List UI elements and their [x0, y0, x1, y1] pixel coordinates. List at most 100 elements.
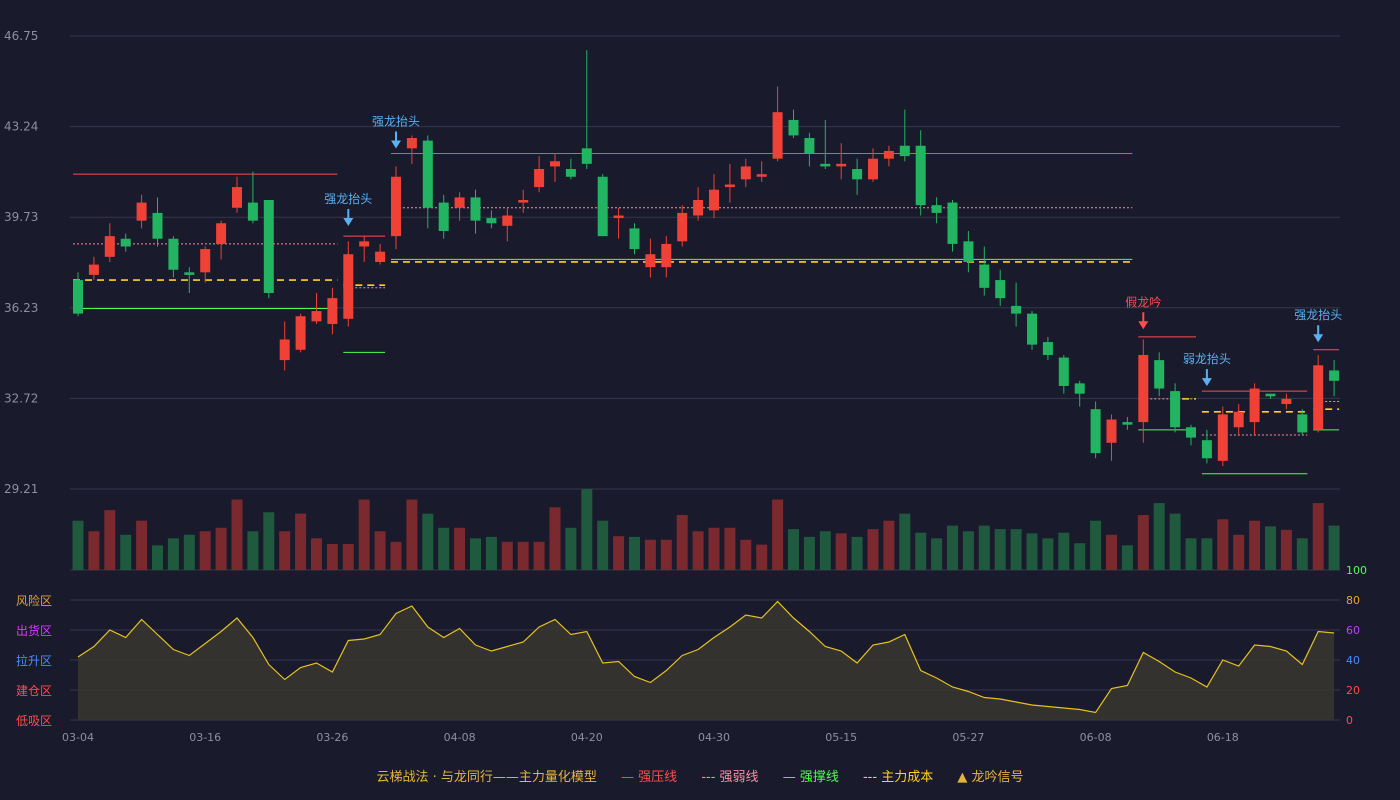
signal-arrow-head	[343, 217, 354, 226]
volume-bar	[835, 533, 847, 570]
candle-body	[359, 241, 370, 247]
candle-body	[1265, 393, 1276, 397]
volume-bar	[772, 499, 784, 570]
volume-bar	[104, 510, 116, 570]
candle-body	[1011, 305, 1022, 314]
volume-bar	[1137, 515, 1149, 570]
volume-bar	[326, 543, 338, 570]
volume-bar	[994, 529, 1006, 570]
volume-bar	[342, 543, 354, 570]
candle-body	[804, 138, 815, 154]
signal-arrow-head	[1313, 334, 1324, 343]
volume-bar	[565, 527, 577, 570]
volume-bar	[485, 536, 497, 570]
candle-body	[1106, 419, 1117, 443]
volume-bar	[438, 527, 450, 570]
candle-body	[1042, 342, 1053, 355]
x-tick-label: 04-30	[698, 731, 730, 744]
volume-bar	[883, 520, 895, 570]
osc-axis-label: 0	[1346, 714, 1353, 727]
candle-body	[73, 280, 83, 314]
candle-body	[979, 264, 990, 288]
volume-bar	[120, 534, 132, 570]
x-tick-label: 03-26	[316, 731, 348, 744]
volume-bar	[406, 499, 418, 570]
candle-body	[1074, 383, 1085, 394]
candle-body	[486, 218, 497, 224]
candle-body	[88, 264, 99, 275]
osc-zone-label: 建仓区	[16, 684, 52, 698]
volume-bar	[1121, 545, 1133, 570]
x-tick-label: 06-18	[1207, 731, 1239, 744]
candle-body	[931, 205, 942, 213]
candle-body	[438, 202, 449, 231]
candle-body	[1297, 414, 1308, 433]
candle-body	[677, 212, 688, 242]
volume-bar	[517, 541, 529, 570]
volume-bar	[803, 536, 815, 570]
candle-body	[597, 176, 608, 237]
candle-body	[995, 280, 1006, 299]
price-tick-label: 39.73	[4, 210, 38, 224]
volume-bar	[1328, 525, 1340, 570]
volume-bar	[295, 513, 307, 570]
volume-bar	[851, 536, 863, 570]
candle-body	[947, 202, 958, 244]
candle-body	[963, 241, 974, 262]
candle-body	[1138, 354, 1149, 423]
legend-cost: --- 主力成本	[862, 770, 934, 785]
volume-bar	[422, 513, 434, 570]
volume-bar	[533, 541, 545, 570]
volume-bar	[1249, 520, 1261, 570]
candle-body	[518, 199, 529, 203]
price-tick-label: 29.21	[4, 482, 38, 496]
candle-body	[311, 311, 322, 322]
candle-body	[184, 272, 195, 275]
volume-bar	[501, 541, 513, 570]
volume-bar	[183, 534, 195, 570]
volume-bar	[199, 531, 211, 570]
volume-bar	[215, 527, 227, 570]
signal-arrow-head	[1201, 378, 1212, 387]
volume-bar	[390, 541, 402, 570]
candle-body	[1217, 414, 1228, 461]
signal-label: 弱龙抬头	[1183, 352, 1231, 366]
volume-bar	[899, 513, 911, 570]
volume-bar	[692, 531, 704, 570]
candle-body	[406, 138, 417, 149]
candle-body	[136, 202, 147, 221]
candle-body	[152, 212, 163, 239]
candle-body	[422, 140, 433, 208]
candle-body	[1249, 388, 1260, 423]
candle-body	[693, 199, 704, 216]
candle-body	[168, 238, 179, 270]
volume-bar	[231, 499, 243, 570]
volume-bar	[962, 531, 974, 570]
legend-weak: --- 强弱线	[701, 770, 759, 785]
candle-body	[295, 316, 306, 350]
volume-bar	[454, 527, 466, 570]
candle-body	[502, 215, 513, 226]
signal-label: 假龙吟	[1125, 294, 1161, 309]
legend: 云梯战法 · 与龙同行——主力量化模型 — 强压线 --- 强弱线 — 强撑线 …	[0, 766, 1400, 785]
candle-body	[1329, 370, 1340, 381]
candle-body	[868, 158, 878, 180]
candle-body	[534, 169, 545, 188]
volume-bar	[1280, 529, 1292, 570]
volume-bar	[247, 531, 259, 570]
signal-label: 强龙抬头	[1294, 308, 1342, 322]
candle-body	[852, 169, 863, 180]
x-tick-label: 03-04	[62, 731, 94, 744]
candle-body	[200, 249, 211, 273]
volume-bar	[1217, 519, 1229, 570]
volume-bar	[263, 512, 275, 570]
candle-body	[883, 150, 894, 159]
candle-body	[1281, 398, 1292, 405]
volume-bar	[1233, 534, 1245, 570]
price-tick-label: 32.72	[4, 391, 38, 405]
candle-body	[232, 187, 242, 208]
volume-bar	[1265, 526, 1276, 570]
volume-bar	[311, 538, 322, 570]
volume-bar	[676, 515, 688, 570]
candle-body	[788, 119, 799, 136]
